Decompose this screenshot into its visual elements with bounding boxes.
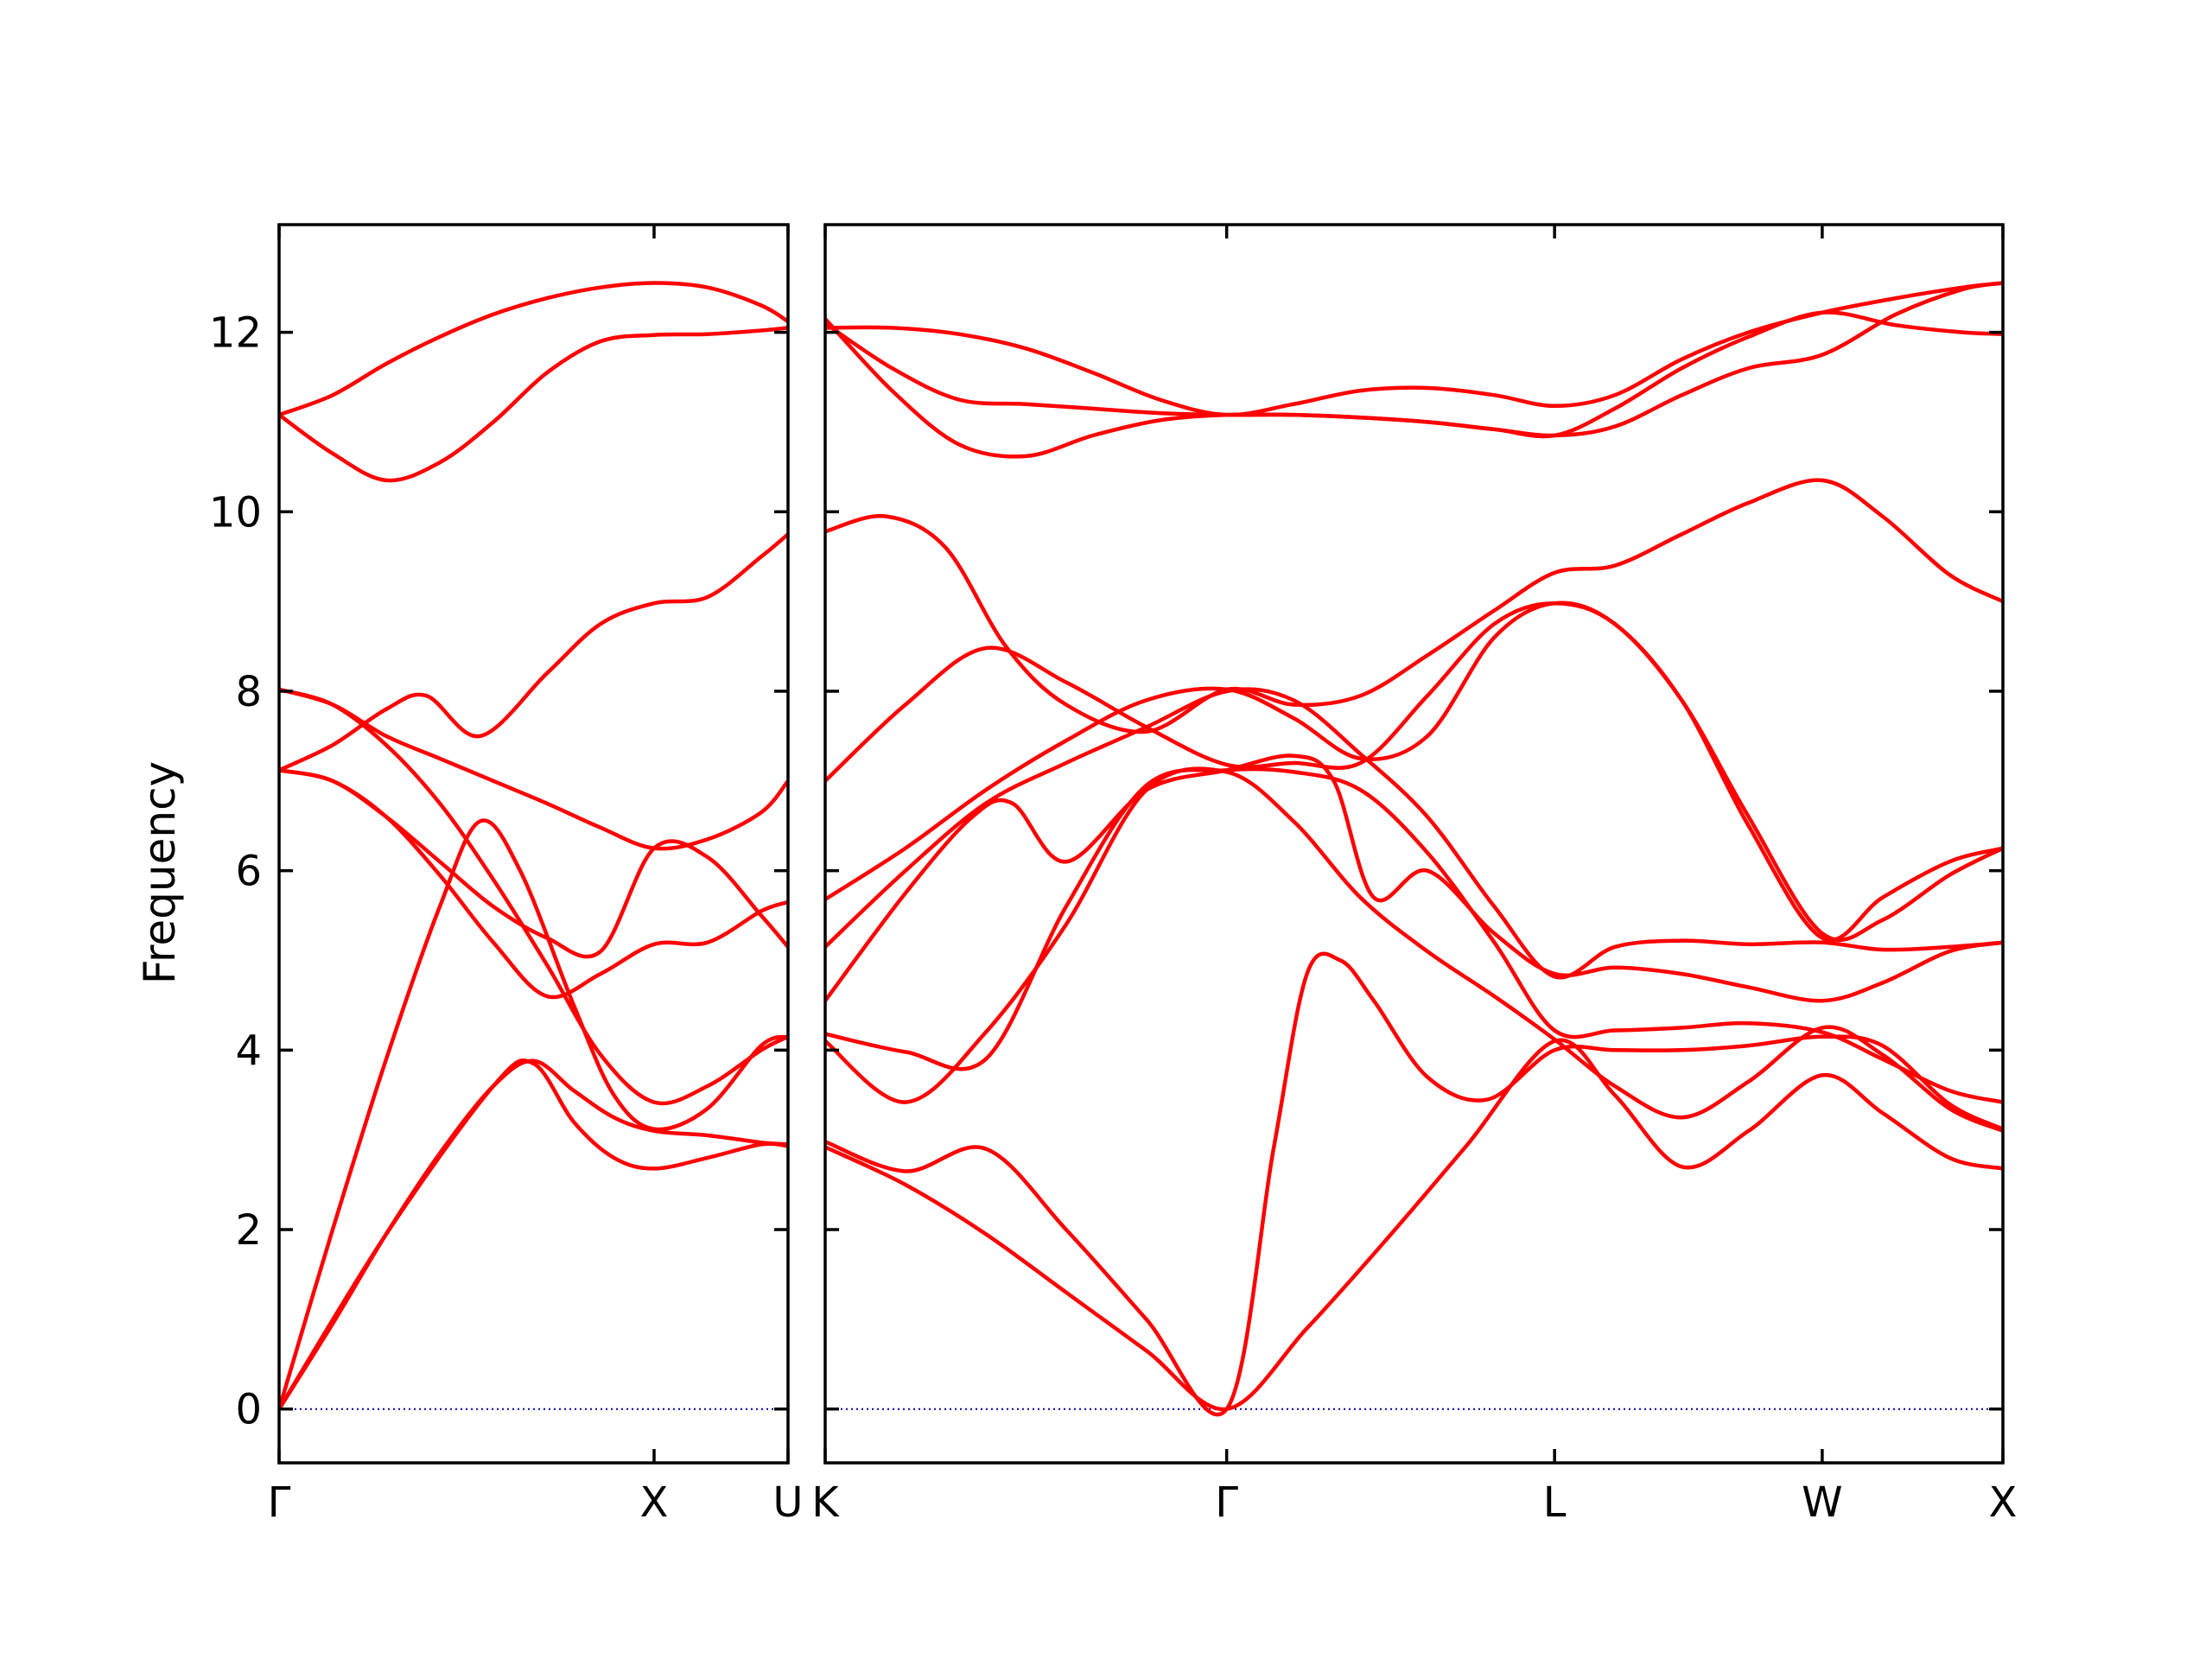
y-tick-label: 2 xyxy=(235,1206,262,1255)
band-line-7 xyxy=(825,687,2003,980)
left-panel: 0 2 4 6 8 10 12 Γ X U xyxy=(209,223,804,1527)
x-tick-label: Γ xyxy=(268,1478,291,1527)
x-tick-label: X xyxy=(640,1478,669,1527)
band-line-2 xyxy=(825,310,2003,439)
y-tick-label: 12 xyxy=(209,309,262,358)
band-line-4 xyxy=(279,687,788,851)
y-tick-label: 6 xyxy=(235,848,262,896)
y-tick-label: 10 xyxy=(209,488,262,537)
band-line-12 xyxy=(825,1038,2003,1411)
band-line-4 xyxy=(825,478,2003,734)
x-tick-label: L xyxy=(1543,1478,1567,1527)
band-line-8 xyxy=(825,753,2003,1003)
plot-frame xyxy=(277,223,790,1465)
band-curves xyxy=(825,281,2003,1417)
plot-frame xyxy=(823,223,2005,1465)
band-line-8 xyxy=(279,818,788,1411)
band-line-6 xyxy=(825,601,2003,943)
band-line-6 xyxy=(279,768,788,1000)
y-tick-label: 8 xyxy=(235,668,262,716)
band-curves xyxy=(279,281,788,1411)
band-line-10 xyxy=(279,1058,788,1411)
band-line-3 xyxy=(279,532,788,772)
x-tick-label: X xyxy=(1989,1478,2018,1527)
x-tick-label: Γ xyxy=(1215,1478,1238,1527)
band-line-10 xyxy=(825,766,2003,1134)
band-line-1 xyxy=(825,281,2003,417)
band-line-9 xyxy=(279,1058,788,1411)
band-line-2 xyxy=(279,326,788,483)
x-tick-label: W xyxy=(1802,1478,1842,1527)
y-axis-label: Frequency xyxy=(135,761,185,984)
x-tick-label: K xyxy=(811,1478,840,1527)
band-line-5 xyxy=(279,687,788,1106)
band-line-5 xyxy=(825,601,2003,943)
y-tick-label: 0 xyxy=(235,1386,262,1434)
x-tick-label: U xyxy=(772,1478,803,1527)
band-line-11 xyxy=(825,951,2003,1417)
band-line-1 xyxy=(279,281,788,417)
band-line-3 xyxy=(825,281,2003,459)
y-tick-label: 4 xyxy=(235,1027,262,1075)
